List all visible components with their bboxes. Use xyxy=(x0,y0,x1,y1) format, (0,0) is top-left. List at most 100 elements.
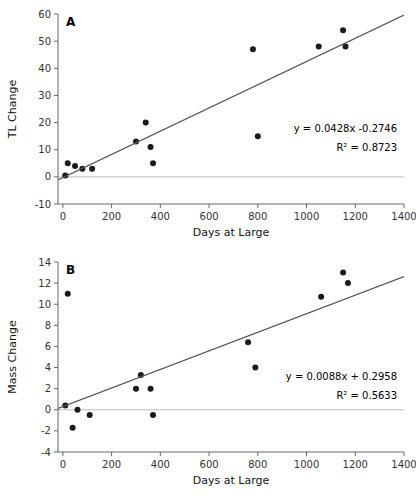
x-tick-label: 600 xyxy=(200,211,219,222)
y-tick-label: -2 xyxy=(41,425,51,436)
point xyxy=(318,294,324,300)
y-axis-line xyxy=(58,14,59,204)
x-tick-label: 600 xyxy=(200,459,219,470)
point xyxy=(255,133,261,139)
x-tick-label: 200 xyxy=(102,211,121,222)
point xyxy=(70,425,76,431)
y-tick-label: 2 xyxy=(45,383,51,394)
x-axis-line xyxy=(58,452,404,453)
point xyxy=(252,365,258,371)
x-tick xyxy=(257,204,258,208)
x-tick-label: 0 xyxy=(60,211,66,222)
y-tick xyxy=(54,149,58,150)
x-tick-label: 1400 xyxy=(391,211,416,222)
point xyxy=(65,160,71,166)
annotation: R² = 0.8723 xyxy=(336,142,397,153)
point xyxy=(150,412,156,418)
y-tick-label: -10 xyxy=(35,199,51,210)
y-tick-label: 10 xyxy=(38,299,51,310)
point xyxy=(245,339,251,345)
point xyxy=(250,46,256,52)
x-tick-label: 400 xyxy=(151,211,170,222)
marks xyxy=(58,15,404,180)
y-tick-label: 4 xyxy=(45,362,51,373)
y-tick-label: 30 xyxy=(38,90,51,101)
marks xyxy=(58,270,404,431)
annotation: y = 0.0428x -0.2746 xyxy=(294,123,397,134)
x-tick-label: 1400 xyxy=(391,459,416,470)
x-tick-label: 800 xyxy=(248,211,267,222)
x-tick-label: 1200 xyxy=(343,211,368,222)
point xyxy=(65,291,71,297)
y-tick-label: 0 xyxy=(45,171,51,182)
point xyxy=(345,280,351,286)
point xyxy=(316,44,322,50)
point xyxy=(87,412,93,418)
point xyxy=(148,144,154,150)
x-tick-label: 1000 xyxy=(294,459,319,470)
point xyxy=(143,120,149,126)
panel: 0200400600800100012001400-10010203040506… xyxy=(6,9,416,240)
x-tick xyxy=(160,452,161,456)
x-tick xyxy=(257,452,258,456)
y-axis-label: TL Change xyxy=(6,80,19,140)
fit-line xyxy=(58,15,404,180)
y-tick xyxy=(54,176,58,177)
y-tick xyxy=(54,262,58,263)
x-tick xyxy=(111,452,112,456)
y-tick xyxy=(54,14,58,15)
point xyxy=(133,386,139,392)
point xyxy=(72,163,78,169)
annotation: y = 0.0088x + 0.2958 xyxy=(286,371,397,382)
x-tick-label: 1000 xyxy=(294,211,319,222)
x-tick xyxy=(355,452,356,456)
x-tick xyxy=(404,452,405,456)
x-tick xyxy=(111,204,112,208)
y-tick-label: -4 xyxy=(41,447,51,458)
point xyxy=(340,270,346,276)
y-tick xyxy=(54,41,58,42)
zero-line xyxy=(58,409,404,410)
x-tick xyxy=(160,204,161,208)
point xyxy=(150,160,156,166)
x-tick xyxy=(62,452,63,456)
x-tick xyxy=(209,452,210,456)
y-tick-label: 8 xyxy=(45,320,51,331)
y-tick xyxy=(54,388,58,389)
panel-label: B xyxy=(66,263,75,277)
x-tick-label: 200 xyxy=(102,459,121,470)
zero-line xyxy=(58,176,404,177)
y-tick-label: 0 xyxy=(45,404,51,415)
y-tick xyxy=(54,325,58,326)
y-tick xyxy=(54,346,58,347)
y-tick xyxy=(54,204,58,205)
x-tick xyxy=(306,452,307,456)
y-tick-label: 20 xyxy=(38,117,51,128)
y-tick-label: 14 xyxy=(38,257,51,268)
point xyxy=(74,407,80,413)
panel: 0200400600800100012001400-4-202468101214… xyxy=(6,257,416,488)
panel-label: A xyxy=(66,15,76,29)
fit-line xyxy=(58,277,404,409)
y-tick xyxy=(54,122,58,123)
figure: 0200400600800100012001400-10010203040506… xyxy=(0,0,416,500)
x-tick xyxy=(209,204,210,208)
x-tick xyxy=(355,204,356,208)
y-tick-label: 60 xyxy=(38,9,51,20)
y-tick xyxy=(54,304,58,305)
y-tick-label: 40 xyxy=(38,63,51,74)
y-tick xyxy=(54,430,58,431)
x-axis-line xyxy=(58,204,404,205)
point xyxy=(148,386,154,392)
y-axis-label: Mass Change xyxy=(6,320,19,394)
y-tick-label: 12 xyxy=(38,278,51,289)
y-tick-label: 50 xyxy=(38,36,51,47)
point xyxy=(340,27,346,33)
y-axis-line xyxy=(58,262,59,452)
x-axis-label: Days at Large xyxy=(193,474,270,487)
y-tick xyxy=(54,95,58,96)
x-tick-label: 400 xyxy=(151,459,170,470)
y-tick-label: 6 xyxy=(45,341,51,352)
y-tick xyxy=(54,367,58,368)
x-tick xyxy=(306,204,307,208)
